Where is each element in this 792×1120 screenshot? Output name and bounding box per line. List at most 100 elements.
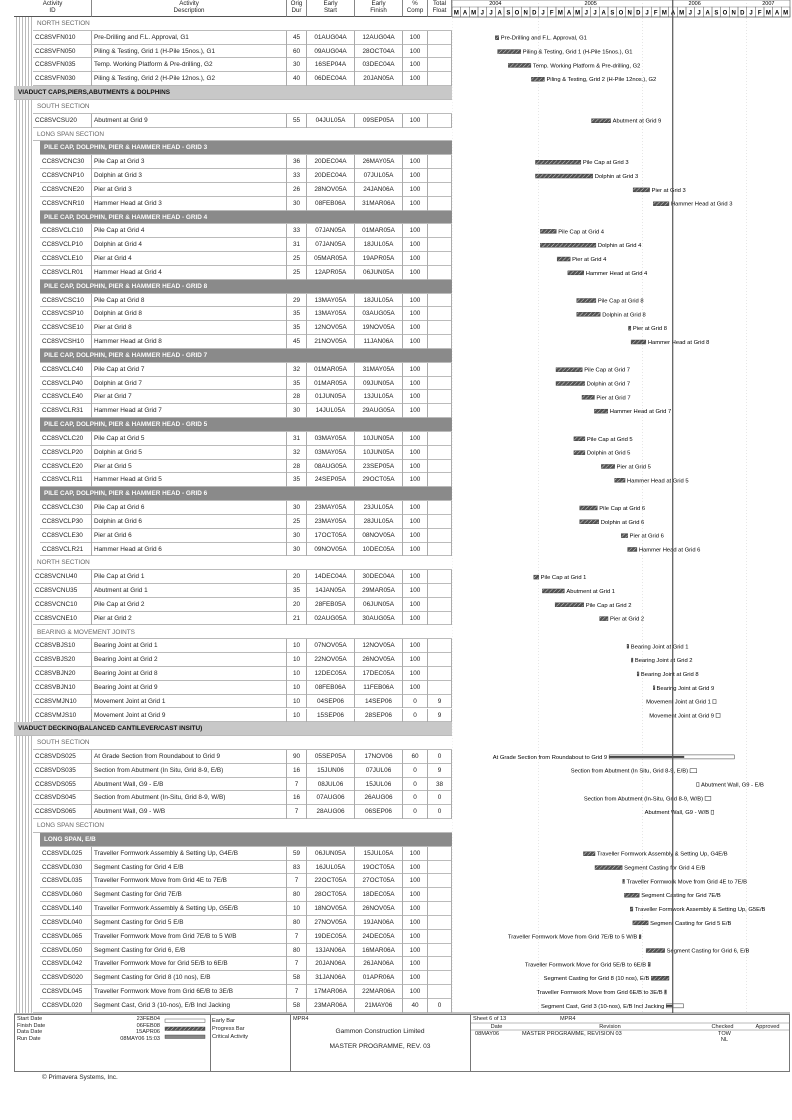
progress-bar (540, 229, 557, 234)
progress-bar (632, 920, 649, 926)
cell-description: Pier at Grid 8 (92, 321, 287, 336)
cell-start: 27NOV05A (307, 915, 355, 930)
cell-finish: 03AUG05A (355, 307, 403, 322)
cell-float (428, 224, 452, 239)
cell-finish: 17NOV06 (355, 749, 403, 764)
cell-description: Hammer Head at Grid 4 (92, 265, 287, 280)
progress-bar (508, 63, 532, 68)
cell-id: CC8SVCLP40 (40, 376, 92, 391)
activity-row (40, 224, 452, 239)
cell-id: CC8SVBJN20 (33, 667, 92, 681)
cell-id: CC8SVCLR01 (40, 265, 92, 280)
section-row (40, 210, 452, 225)
cell-finish: 15JUL06 (355, 777, 403, 792)
month-label: J (481, 11, 484, 17)
cell-finish: 31MAR06A (355, 196, 403, 211)
cell-finish: 17DEC05A (355, 667, 403, 681)
bar-label: Abutment Wall, G9 - E/B (701, 783, 764, 789)
bar-label: Pier at Grid 4 (572, 257, 607, 263)
cell-description: Dolphin at Grid 4 (92, 238, 287, 253)
progress-bar (594, 408, 608, 414)
cell-description: Dolphin at Grid 3 (92, 169, 287, 183)
month-label: M (679, 11, 684, 17)
progress-bar (576, 298, 597, 303)
bar-label: Pile Cap at Grid 8 (598, 299, 644, 305)
bar-label: Pile Cap at Grid 6 (599, 506, 645, 512)
bar-label: Segment Casting for Grid 8 (10 nos), E/B (544, 976, 650, 982)
cell-finish: 03DEC04A (355, 58, 403, 73)
cell-dur: 59 (287, 846, 307, 861)
cell-start: 28AUG06 (307, 805, 355, 820)
cell-comp: 100 (403, 584, 428, 598)
bar-label: Hammer Head at Grid 7 (610, 409, 672, 415)
section-title: PILE CAP, DOLPHIN, PIER & HAMMER HEAD - … (44, 282, 208, 290)
activity-row (33, 113, 452, 128)
gutter (14, 0, 33, 1013)
cell-dur: 10 (287, 639, 307, 654)
bar-label: Hammer Head at Grid 8 (648, 340, 710, 346)
bar-label: Abutment at Grid 9 (613, 119, 662, 125)
bar-label: Traveller Formwork Move from Grid 6E/B t… (537, 990, 663, 996)
cell-description: Hammer Head at Grid 8 (92, 335, 287, 349)
cell-start: 07AUG06 (307, 791, 355, 806)
cell-float (428, 44, 452, 59)
cell-description: Pier at Grid 3 (92, 182, 287, 197)
cell-start: 06DEC04A (307, 72, 355, 87)
cell-comp: 100 (403, 943, 428, 958)
cell-finish: 18JUL05A (355, 238, 403, 253)
cell-dur: 40 (287, 72, 307, 87)
cell-dur: 35 (287, 321, 307, 336)
revision-cell: NL (720, 1037, 729, 1043)
cell-finish: 14SEP06 (355, 694, 403, 709)
cell-description: Pile Cap at Grid 5 (92, 431, 287, 446)
bar-label: Section from Abutment (In Situ, Grid 8-9… (571, 769, 688, 775)
cell-description: Dolphin at Grid 7 (92, 376, 287, 391)
progress-bar (653, 201, 670, 206)
cell-description: Segment Casting for Grid 8 (10 nos), E/B (92, 971, 287, 986)
cell-float (428, 639, 452, 654)
cell-comp: 100 (403, 307, 428, 322)
activity-row (40, 265, 452, 280)
bar-label: Section from Abutment (In-Situ, Grid 8-9… (584, 796, 703, 802)
cell-comp: 0 (403, 805, 428, 820)
cell-start: 01MAR05A (307, 362, 355, 377)
cell-description: Segment Casting for Grid 4 E/B (92, 860, 287, 875)
cell-dur: 35 (287, 376, 307, 391)
cell-comp: 100 (403, 265, 428, 280)
cell-description: Pile Cap at Grid 8 (92, 293, 287, 308)
progress-bar (555, 381, 585, 386)
month-label: N (627, 11, 631, 17)
cell-comp: 100 (403, 113, 428, 128)
cell-id: CC8SVFN050 (33, 44, 92, 59)
activity-row (40, 528, 452, 543)
activity-row (40, 238, 452, 253)
cell-dur: 35 (287, 473, 307, 488)
month-label: M (471, 11, 476, 17)
activity-row (40, 321, 452, 336)
cell-id: CC8SVBJS10 (33, 639, 92, 654)
month-label: S (714, 11, 718, 17)
cell-start: 13JAN06A (307, 943, 355, 958)
cell-dur: 16 (287, 791, 307, 806)
cell-comp: 100 (403, 72, 428, 87)
cell-float (428, 929, 452, 944)
cell-dur: 25 (287, 514, 307, 529)
cell-id: CC8SVDS055 (33, 777, 92, 792)
activity-row (40, 404, 452, 419)
cell-start: 15SEP06 (307, 708, 355, 723)
cell-description: Pile Cap at Grid 1 (92, 570, 287, 584)
activity-row (33, 791, 452, 806)
cell-id: CC8SVCLR31 (40, 404, 92, 419)
cell-comp: 100 (403, 238, 428, 253)
cell-finish: 11JAN06A (355, 335, 403, 349)
legend-swatch (164, 1034, 206, 1039)
bar-label: Segment Casting for Grid 6, E/B (667, 949, 750, 955)
cell-description: Segment Cast, Grid 3 (10-nos), E/B Incl … (92, 998, 287, 1013)
cell-float (428, 113, 452, 128)
month-label: D (740, 11, 745, 17)
cell-float (428, 238, 452, 253)
section-row (33, 99, 452, 114)
progress-bar (594, 865, 623, 870)
progress-bar (627, 547, 638, 552)
column-header: Early Finish (355, 0, 403, 17)
